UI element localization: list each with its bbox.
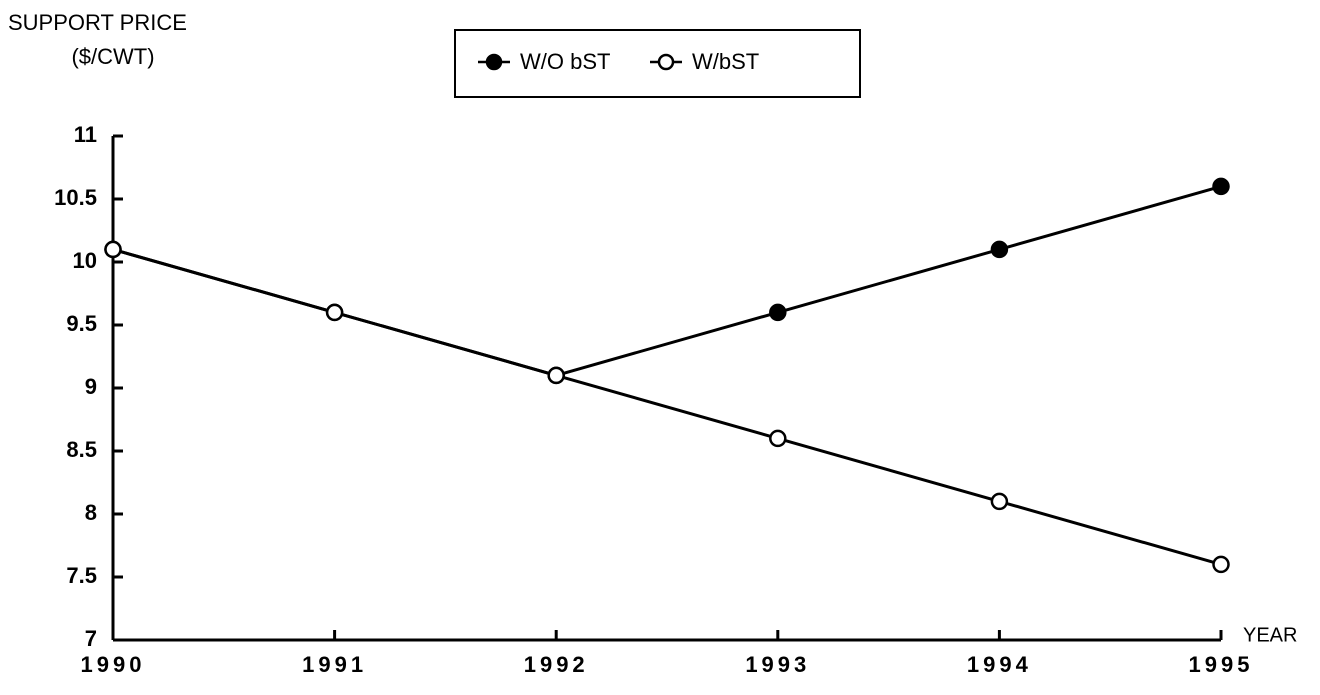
y-tick-label: 7.5 [66, 563, 97, 588]
y-tick-label: 9.5 [66, 311, 97, 336]
x-axis-label: YEAR [1243, 624, 1297, 646]
marker [547, 366, 565, 385]
y-tick-label: 9 [85, 374, 97, 399]
series-line [112, 247, 1222, 566]
y-axis-label: SUPPORT PRICE [8, 10, 187, 35]
marker [325, 303, 344, 322]
y-axis-label: ($/CWT) [71, 44, 154, 69]
legend-label: W/bST [692, 49, 759, 74]
x-tick-label: 1991 [302, 652, 367, 677]
marker [769, 429, 787, 448]
legend-label: W/O bST [520, 49, 610, 74]
y-tick-label: 8 [85, 500, 97, 525]
x-tick-label: 1993 [745, 652, 810, 677]
x-tick-label: 1992 [524, 652, 589, 677]
y-tick-label: 10 [73, 248, 97, 273]
legend-box [454, 29, 861, 98]
y-tick-label: 8.5 [66, 437, 97, 462]
marker [990, 492, 1009, 511]
series-line [112, 184, 1222, 377]
marker [104, 240, 122, 259]
y-tick-label: 7 [85, 626, 97, 651]
x-tick-label: 1995 [1189, 652, 1254, 677]
marker [1212, 555, 1230, 574]
legend-marker [657, 53, 675, 71]
marker [769, 303, 787, 322]
y-tick-label: 10.5 [54, 185, 97, 210]
marker [1212, 177, 1230, 196]
legend-marker [485, 53, 503, 71]
x-tick-label: 1990 [81, 652, 146, 677]
x-tick-label: 1994 [967, 652, 1032, 677]
marker [990, 240, 1009, 259]
y-tick-label: 11 [74, 122, 97, 147]
